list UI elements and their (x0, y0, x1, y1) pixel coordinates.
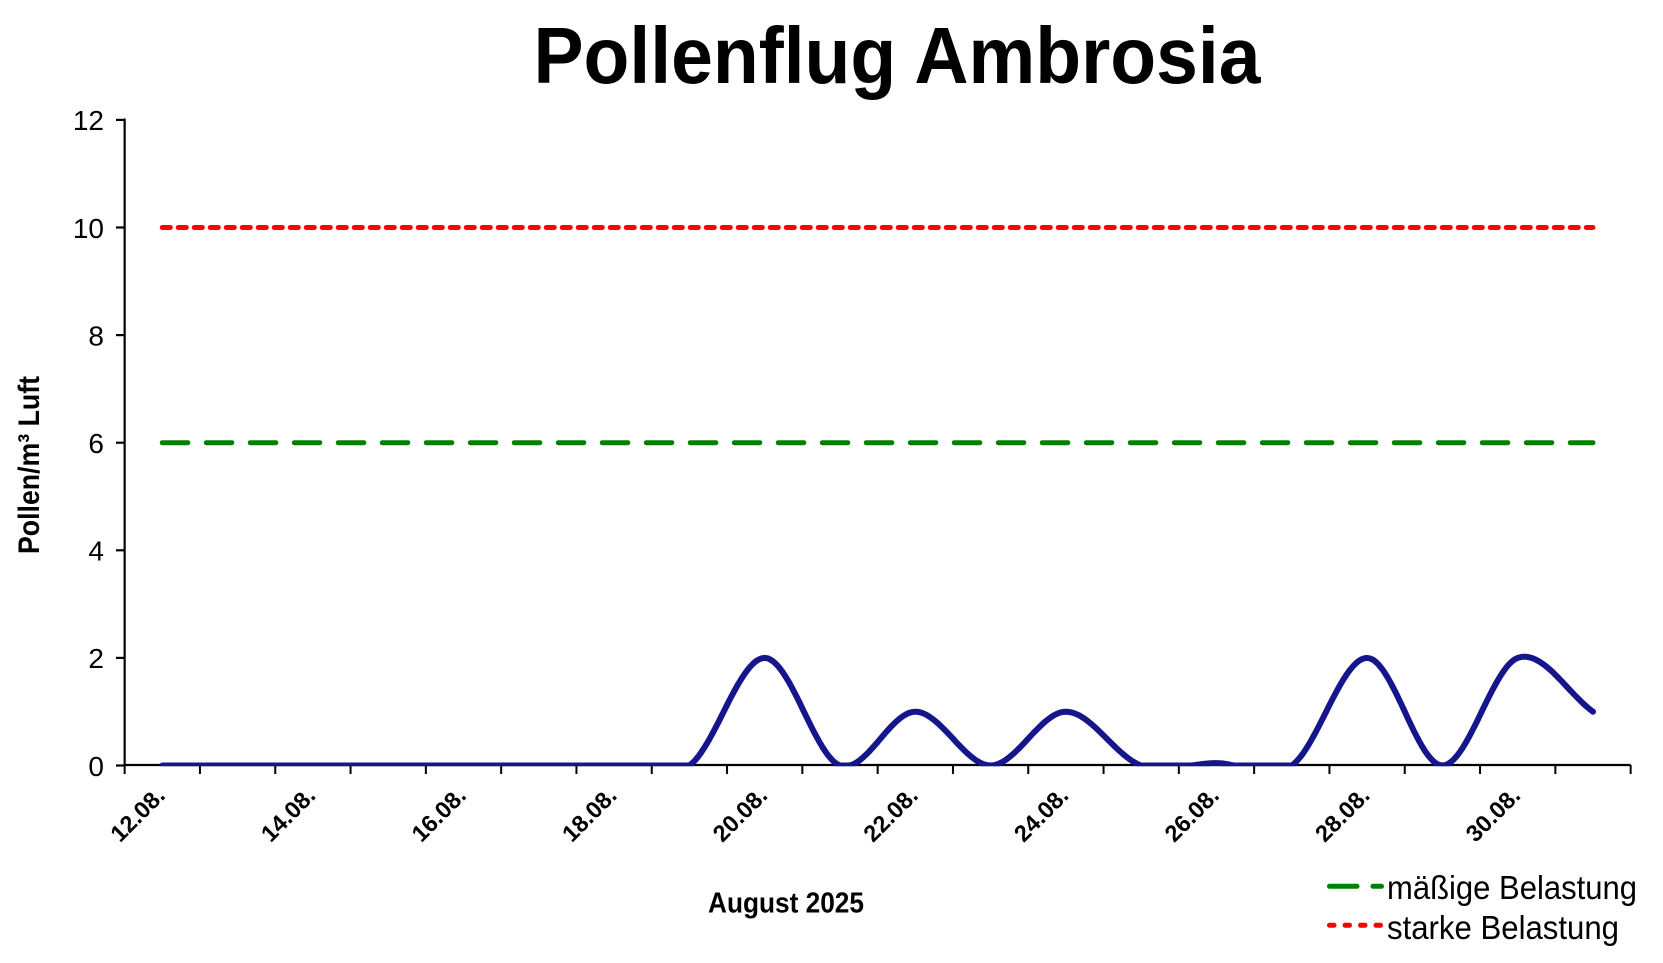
svg-text:8: 8 (88, 320, 104, 351)
svg-text:10: 10 (73, 213, 104, 244)
svg-text:Pollenflug Ambrosia: Pollenflug Ambrosia (534, 11, 1261, 100)
svg-text:starke Belastung: starke Belastung (1387, 909, 1619, 946)
svg-text:2: 2 (88, 643, 104, 674)
svg-text:6: 6 (88, 428, 104, 459)
svg-text:August 2025: August 2025 (708, 887, 864, 919)
svg-text:mäßige Belastung: mäßige Belastung (1387, 869, 1637, 906)
svg-text:4: 4 (88, 536, 104, 567)
svg-text:12: 12 (73, 105, 104, 136)
svg-text:0: 0 (88, 751, 104, 782)
svg-text:Pollen/m³ Luft: Pollen/m³ Luft (13, 376, 46, 554)
